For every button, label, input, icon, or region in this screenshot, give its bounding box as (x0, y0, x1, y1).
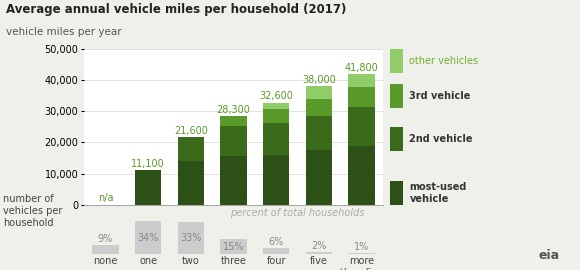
Text: other vehicles: other vehicles (409, 56, 478, 66)
Text: percent of total households: percent of total households (230, 208, 365, 218)
Bar (220, 239, 246, 254)
Bar (348, 74, 375, 87)
Text: 38,000: 38,000 (302, 75, 336, 85)
Text: 2nd vehicle: 2nd vehicle (409, 134, 473, 144)
Text: n/a: n/a (97, 193, 113, 203)
Text: 33%: 33% (180, 233, 201, 243)
Text: vehicle miles per year: vehicle miles per year (6, 27, 121, 37)
Bar (263, 123, 289, 155)
Text: 9%: 9% (98, 234, 113, 244)
Bar (306, 150, 332, 205)
Bar (348, 87, 375, 107)
Text: one: one (139, 256, 157, 266)
Bar (177, 222, 204, 254)
Bar (135, 221, 161, 254)
Text: 11,100: 11,100 (131, 159, 165, 169)
Bar (220, 126, 246, 156)
Bar (348, 146, 375, 205)
Text: most-used
vehicle: most-used vehicle (409, 182, 467, 204)
Text: more
than five: more than five (340, 256, 383, 270)
Text: 21,600: 21,600 (174, 126, 208, 136)
Bar (306, 99, 332, 116)
Text: two: two (182, 256, 200, 266)
Bar (177, 161, 204, 205)
Text: Average annual vehicle miles per household (2017): Average annual vehicle miles per househo… (6, 3, 346, 16)
Text: five: five (310, 256, 328, 266)
Bar (92, 245, 119, 254)
Text: 2%: 2% (311, 241, 327, 251)
Bar (263, 155, 289, 205)
Bar (348, 107, 375, 146)
Text: 3rd vehicle: 3rd vehicle (409, 91, 471, 101)
Text: 1%: 1% (354, 242, 369, 252)
Bar (306, 116, 332, 150)
Text: none: none (93, 256, 118, 266)
Text: 34%: 34% (137, 232, 159, 242)
Bar (220, 156, 246, 205)
Bar (306, 252, 332, 254)
Bar (306, 86, 332, 99)
Bar (348, 253, 375, 254)
Bar (263, 248, 289, 254)
Text: four: four (266, 256, 286, 266)
Bar (220, 116, 246, 126)
Text: 6%: 6% (269, 237, 284, 247)
Text: three: three (220, 256, 246, 266)
Bar (135, 170, 161, 205)
Text: 28,300: 28,300 (216, 105, 251, 115)
Text: 15%: 15% (223, 242, 244, 252)
Bar (263, 109, 289, 123)
Bar (263, 103, 289, 109)
Text: 41,800: 41,800 (345, 63, 378, 73)
Text: eia: eia (539, 249, 560, 262)
Bar (177, 137, 204, 161)
Text: number of
vehicles per
household: number of vehicles per household (3, 194, 62, 228)
Text: 32,600: 32,600 (259, 92, 293, 102)
